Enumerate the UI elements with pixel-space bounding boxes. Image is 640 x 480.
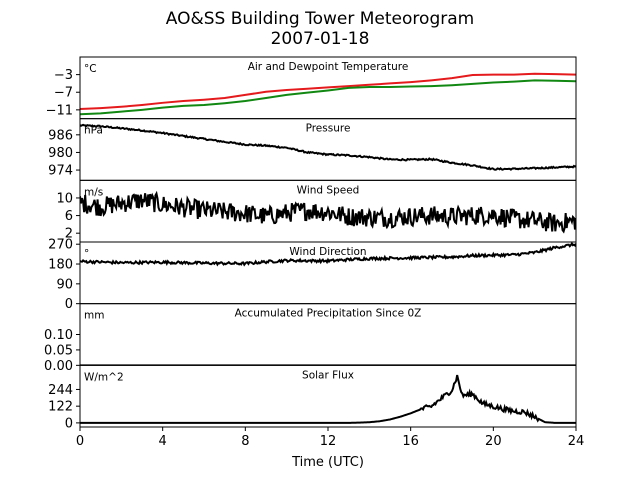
solar-unit-label: W/m^2 <box>84 371 124 383</box>
wind_speed-ytick-label: 6 <box>65 209 73 224</box>
pressure-series-pressure <box>80 123 576 171</box>
solar-ytick-label: 122 <box>48 400 73 415</box>
temperature-unit-label: °C <box>84 63 97 75</box>
pressure-ytick-label: 986 <box>48 128 73 143</box>
wind_speed-ytick-label: 10 <box>56 191 73 206</box>
pressure-ytick-label: 980 <box>48 146 73 161</box>
solar-ytick-label: 244 <box>48 383 73 398</box>
pressure-panel-title: Pressure <box>306 123 351 135</box>
solar-series-solar <box>80 374 576 424</box>
temperature-series-air <box>80 72 576 110</box>
temperature-ytick-label: −7 <box>54 86 73 101</box>
wind_speed-unit-label: m/s <box>84 186 103 198</box>
x-tick-label: 16 <box>402 434 419 449</box>
panel-pressure: 974 980 986 Pressure hPa <box>48 118 577 181</box>
temperature-ytick-label: −3 <box>54 68 73 83</box>
pressure-unit-label: hPa <box>84 125 103 137</box>
x-tick-label: 8 <box>241 434 249 449</box>
precip-panel-title: Accumulated Precipitation Since 0Z <box>235 308 422 320</box>
wind_speed-ytick-label: 2 <box>65 227 73 242</box>
panel-temperature: −11 −7 −3 Air and Dewpoint Temperature °C <box>46 56 577 120</box>
temperature-panel-title: Air and Dewpoint Temperature <box>248 61 409 73</box>
precip-ytick-label: 0.10 <box>44 328 73 343</box>
wind_direction-series-direction <box>80 242 576 267</box>
solar-ytick-label: 0 <box>65 416 73 431</box>
wind_speed-series-speed <box>80 190 576 234</box>
x-tick-label: 24 <box>568 434 585 449</box>
temperature-ytick-label: −11 <box>46 103 73 118</box>
pressure-ytick-label: 974 <box>48 164 73 179</box>
x-tick-label: 20 <box>485 434 502 449</box>
solar-panel-title: Solar Flux <box>302 369 354 381</box>
precip-unit-label: mm <box>84 310 104 322</box>
shared-x-axis: 0 4 8 12 16 20 24 <box>76 427 584 449</box>
wind_direction-ytick-label: 0 <box>65 297 73 312</box>
x-axis-label: Time (UTC) <box>291 455 364 470</box>
wind_direction-ytick-label: 90 <box>56 277 73 292</box>
x-tick-label: 4 <box>159 434 167 449</box>
precip-ytick-label: 0.00 <box>44 359 73 374</box>
panel-stack: −11 −7 −3 Air and Dewpoint Temperature °C 974… <box>44 56 577 431</box>
figure-title-line1: AO&SS Building Tower Meteorogram <box>166 9 474 29</box>
wind_direction-unit-label: ° <box>84 248 89 260</box>
figure-title-line2: 2007-01-18 <box>271 29 370 49</box>
precip-ytick-label: 0.05 <box>44 343 73 358</box>
x-tick-label: 12 <box>320 434 337 449</box>
wind_speed-panel-title: Wind Speed <box>297 184 360 196</box>
wind_direction-panel-title: Wind Direction <box>289 246 366 258</box>
temperature-series-dewpoint <box>80 79 576 116</box>
wind_direction-ytick-label: 270 <box>48 238 73 253</box>
wind_direction-ytick-label: 180 <box>48 258 73 273</box>
x-tick-label: 0 <box>76 434 84 449</box>
